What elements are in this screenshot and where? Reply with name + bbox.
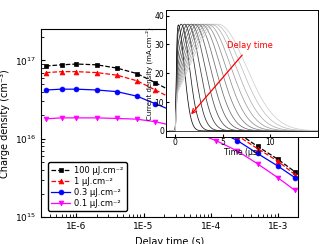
0.3 μJ.cm⁻²	[153, 102, 157, 105]
100 μJ.cm⁻²	[153, 81, 157, 84]
Line: 0.3 μJ.cm⁻²: 0.3 μJ.cm⁻²	[43, 87, 297, 180]
1 μJ.cm⁻²	[256, 147, 260, 150]
0.1 μJ.cm⁻²	[153, 120, 157, 123]
100 μJ.cm⁻²	[194, 105, 198, 108]
0.3 μJ.cm⁻²	[44, 89, 48, 92]
0.1 μJ.cm⁻²	[235, 150, 239, 152]
0.1 μJ.cm⁻²	[173, 125, 177, 128]
0.1 μJ.cm⁻²	[74, 116, 78, 119]
0.1 μJ.cm⁻²	[276, 176, 280, 179]
0.3 μJ.cm⁻²	[60, 88, 64, 91]
0.1 μJ.cm⁻²	[115, 117, 119, 120]
0.3 μJ.cm⁻²	[214, 128, 218, 131]
100 μJ.cm⁻²	[173, 92, 177, 95]
1 μJ.cm⁻²	[135, 79, 139, 82]
1 μJ.cm⁻²	[44, 71, 48, 74]
1 μJ.cm⁻²	[153, 89, 157, 92]
1 μJ.cm⁻²	[60, 70, 64, 73]
0.1 μJ.cm⁻²	[44, 117, 48, 120]
X-axis label: Time (μs): Time (μs)	[224, 148, 260, 157]
1 μJ.cm⁻²	[173, 99, 177, 102]
Y-axis label: Charge density (cm⁻³): Charge density (cm⁻³)	[0, 69, 10, 178]
0.3 μJ.cm⁻²	[115, 90, 119, 93]
100 μJ.cm⁻²	[214, 117, 218, 120]
X-axis label: Delay time (s): Delay time (s)	[135, 237, 204, 244]
100 μJ.cm⁻²	[235, 131, 239, 134]
0.3 μJ.cm⁻²	[135, 95, 139, 98]
0.3 μJ.cm⁻²	[74, 88, 78, 91]
100 μJ.cm⁻²	[95, 63, 99, 66]
0.1 μJ.cm⁻²	[60, 116, 64, 119]
100 μJ.cm⁻²	[276, 158, 280, 161]
0.1 μJ.cm⁻²	[135, 118, 139, 121]
0.1 μJ.cm⁻²	[256, 162, 260, 165]
1 μJ.cm⁻²	[194, 111, 198, 113]
0.1 μJ.cm⁻²	[293, 189, 297, 192]
1 μJ.cm⁻²	[115, 74, 119, 77]
1 μJ.cm⁻²	[74, 70, 78, 73]
Line: 0.1 μJ.cm⁻²: 0.1 μJ.cm⁻²	[43, 115, 297, 193]
Y-axis label: Current density (mA.cm⁻²): Current density (mA.cm⁻²)	[145, 27, 153, 120]
100 μJ.cm⁻²	[115, 67, 119, 70]
1 μJ.cm⁻²	[214, 121, 218, 124]
0.3 μJ.cm⁻²	[95, 89, 99, 92]
0.3 μJ.cm⁻²	[256, 152, 260, 155]
0.1 μJ.cm⁻²	[214, 139, 218, 142]
Line: 100 μJ.cm⁻²: 100 μJ.cm⁻²	[43, 62, 297, 174]
Line: 1 μJ.cm⁻²: 1 μJ.cm⁻²	[43, 69, 297, 177]
0.3 μJ.cm⁻²	[194, 119, 198, 122]
1 μJ.cm⁻²	[276, 160, 280, 163]
1 μJ.cm⁻²	[293, 173, 297, 176]
100 μJ.cm⁻²	[44, 64, 48, 67]
0.3 μJ.cm⁻²	[173, 111, 177, 113]
Text: Delay time: Delay time	[192, 41, 273, 113]
0.1 μJ.cm⁻²	[95, 116, 99, 119]
100 μJ.cm⁻²	[60, 63, 64, 66]
0.3 μJ.cm⁻²	[276, 164, 280, 167]
1 μJ.cm⁻²	[95, 71, 99, 74]
Legend: 100 μJ.cm⁻², 1 μJ.cm⁻², 0.3 μJ.cm⁻², 0.1 μJ.cm⁻²: 100 μJ.cm⁻², 1 μJ.cm⁻², 0.3 μJ.cm⁻², 0.1…	[48, 162, 126, 211]
0.3 μJ.cm⁻²	[293, 176, 297, 179]
100 μJ.cm⁻²	[135, 72, 139, 75]
1 μJ.cm⁻²	[235, 134, 239, 137]
100 μJ.cm⁻²	[293, 170, 297, 173]
0.3 μJ.cm⁻²	[235, 139, 239, 142]
0.1 μJ.cm⁻²	[194, 131, 198, 134]
100 μJ.cm⁻²	[256, 145, 260, 148]
100 μJ.cm⁻²	[74, 62, 78, 65]
